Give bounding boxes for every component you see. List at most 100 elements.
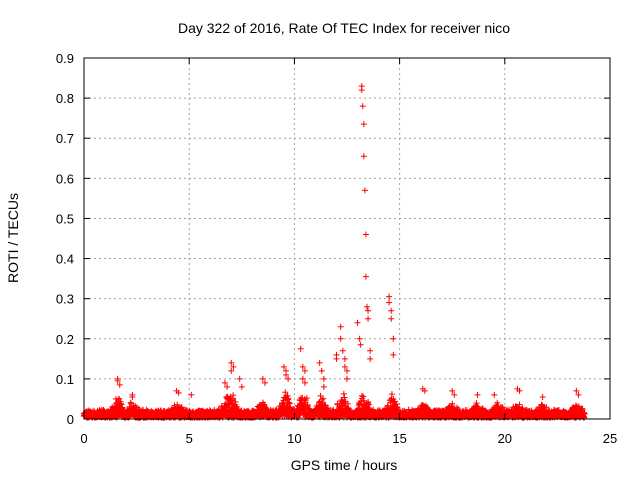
data-point <box>316 359 323 366</box>
data-point <box>333 355 340 362</box>
data-point <box>362 273 369 280</box>
data-point <box>581 410 588 417</box>
y-tick-label: 0 <box>67 412 74 427</box>
data-point <box>228 367 235 374</box>
data-point <box>575 391 582 398</box>
data-point <box>236 375 243 382</box>
data-point <box>390 335 397 342</box>
data-point <box>393 400 400 407</box>
y-tick-label: 0.6 <box>56 171 74 186</box>
data-point <box>449 402 456 409</box>
y-tick-label: 0.4 <box>56 252 74 267</box>
x-tick-label: 25 <box>603 431 617 446</box>
data-point <box>363 303 370 310</box>
data-point <box>386 293 393 300</box>
data-point <box>344 375 350 382</box>
data-point <box>116 395 123 402</box>
data-point <box>359 103 366 110</box>
data-point <box>358 87 365 94</box>
x-tick-label: 5 <box>186 431 193 446</box>
data-point <box>315 399 322 406</box>
data-point <box>543 404 550 411</box>
y-axis-label: ROTI / TECUs <box>5 193 21 283</box>
x-tick-label: 15 <box>392 431 406 446</box>
y-tick-label: 0.1 <box>56 372 74 387</box>
data-point <box>282 371 289 378</box>
data-point <box>221 379 228 386</box>
y-tick-label: 0.9 <box>56 51 74 66</box>
data-point <box>188 391 195 398</box>
data-point <box>573 387 580 394</box>
data-point <box>238 383 245 390</box>
data-point <box>365 399 372 406</box>
data-point <box>116 381 123 388</box>
data-point <box>357 398 364 405</box>
data-point <box>499 404 506 411</box>
data-point <box>357 341 364 348</box>
data-point <box>341 355 348 362</box>
y-tick-label: 0.8 <box>56 91 74 106</box>
y-tick-label: 0.7 <box>56 131 74 146</box>
data-point <box>177 404 184 411</box>
data-point <box>280 363 287 370</box>
chart-title: Day 322 of 2016, Rate Of TEC Index for r… <box>178 20 510 36</box>
y-tick-label: 0.3 <box>56 292 74 307</box>
data-point <box>282 389 289 396</box>
data-point <box>449 387 456 394</box>
data-point <box>421 387 428 394</box>
data-point <box>388 391 395 398</box>
data-point <box>228 359 235 366</box>
data-point <box>297 345 304 352</box>
data-point <box>299 363 306 370</box>
data-point <box>360 153 367 160</box>
data-point <box>118 401 125 408</box>
x-tick-label: 10 <box>287 431 301 446</box>
data-point <box>361 187 368 194</box>
data-point <box>318 367 325 374</box>
data-point <box>320 375 327 382</box>
data-point <box>129 393 136 400</box>
y-tick-label: 0.2 <box>56 332 74 347</box>
data-point <box>491 391 498 398</box>
data-point <box>356 335 363 342</box>
data-point <box>301 379 308 386</box>
data-point <box>341 394 348 401</box>
data-point <box>114 377 121 384</box>
data-point <box>301 367 308 374</box>
data-point <box>354 319 361 326</box>
data-point <box>230 363 237 370</box>
data-point <box>320 395 327 402</box>
axis-ticks: 0 5 10 15 20 25 0 0.1 0.2 0.3 0.4 0.5 0.6 0.7 0.8 0.9 <box>56 51 617 446</box>
data-point <box>306 405 313 412</box>
data-point <box>339 347 346 354</box>
data-point <box>303 395 310 402</box>
y-tick-label: 0.5 <box>56 211 74 226</box>
data-point <box>230 392 237 399</box>
x-tick-label: 0 <box>80 431 87 446</box>
data-point <box>390 351 397 358</box>
data-point <box>388 315 395 322</box>
data-point <box>473 400 480 407</box>
data-point <box>341 363 348 370</box>
data-point <box>451 391 458 398</box>
data-point <box>365 307 372 314</box>
data-points <box>80 83 588 421</box>
data-point <box>474 391 481 398</box>
data-point <box>320 383 327 390</box>
data-point <box>285 375 292 382</box>
data-point <box>516 387 523 394</box>
x-axis-label: GPS time / hours <box>291 457 398 473</box>
data-point <box>119 404 126 411</box>
data-point <box>365 315 372 322</box>
data-point <box>299 375 306 382</box>
x-tick-label: 20 <box>498 431 512 446</box>
data-point <box>362 231 369 238</box>
data-point <box>317 392 324 399</box>
data-point <box>344 400 351 407</box>
data-point <box>259 375 266 382</box>
data-point <box>539 393 546 400</box>
data-point <box>337 335 344 342</box>
data-point <box>360 393 367 400</box>
plot-frame <box>83 57 611 420</box>
data-point <box>261 379 268 386</box>
